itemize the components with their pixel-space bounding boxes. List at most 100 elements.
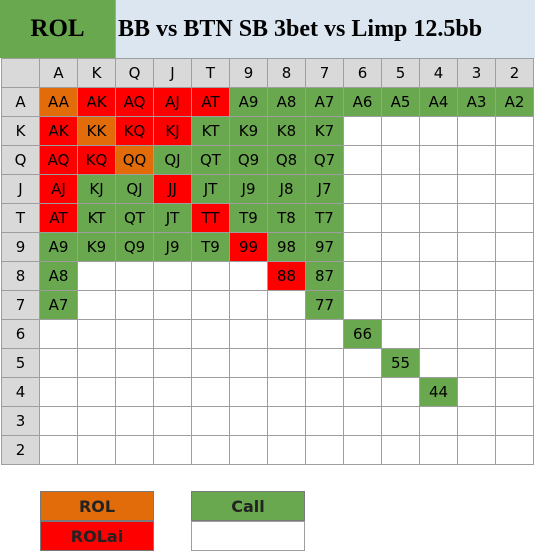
hand-cell-call: Q7 [306, 146, 344, 175]
hand-cell-empty [496, 146, 534, 175]
hand-cell-empty [344, 175, 382, 204]
column-header: 3 [458, 59, 496, 88]
hand-cell-empty [230, 349, 268, 378]
hand-cell-call: A7 [306, 88, 344, 117]
hand-cell-call: QT [116, 204, 154, 233]
hand-cell-call: J8 [268, 175, 306, 204]
hand-cell-empty [344, 146, 382, 175]
hand-cell-empty [496, 262, 534, 291]
hand-cell-call: QT [192, 146, 230, 175]
hand-cell-empty [496, 378, 534, 407]
hand-cell-call: 98 [268, 233, 306, 262]
hand-cell-empty [458, 175, 496, 204]
hand-cell-call: A2 [496, 88, 534, 117]
row-header: 2 [2, 436, 40, 465]
hand-cell-empty [268, 378, 306, 407]
hand-cell-rolai: JJ [154, 175, 192, 204]
hand-cell-empty [344, 233, 382, 262]
row-header: 7 [2, 291, 40, 320]
hand-cell-call: J7 [306, 175, 344, 204]
hand-cell-call: T8 [268, 204, 306, 233]
column-header: 9 [230, 59, 268, 88]
hand-cell-rol: QQ [116, 146, 154, 175]
hand-cell-call: QJ [116, 175, 154, 204]
hand-cell-rolai: AK [40, 117, 78, 146]
hand-cell-call: 66 [344, 320, 382, 349]
hand-cell-empty [268, 320, 306, 349]
hand-cell-empty [344, 204, 382, 233]
hand-cell-call: KT [192, 117, 230, 146]
hand-cell-empty [496, 320, 534, 349]
hand-cell-empty [268, 291, 306, 320]
chart-title: BB vs BTN SB 3bet vs Limp 12.5bb [116, 0, 535, 58]
hand-cell-empty [154, 262, 192, 291]
hand-cell-empty [116, 407, 154, 436]
hand-cell-call: 55 [382, 349, 420, 378]
hand-cell-call: 77 [306, 291, 344, 320]
hand-cell-rolai: AK [78, 88, 116, 117]
hand-cell-call: T9 [192, 233, 230, 262]
hand-cell-empty [420, 320, 458, 349]
hand-cell-empty [192, 378, 230, 407]
hand-cell-empty [458, 117, 496, 146]
hand-cell-call: K9 [230, 117, 268, 146]
hand-cell-empty [496, 204, 534, 233]
row-header: J [2, 175, 40, 204]
row-header: 9 [2, 233, 40, 262]
hand-cell-call: A8 [268, 88, 306, 117]
hand-cell-call: J9 [154, 233, 192, 262]
hand-cell-empty [306, 320, 344, 349]
hand-cell-empty [40, 436, 78, 465]
column-header: A [40, 59, 78, 88]
hand-cell-empty [78, 407, 116, 436]
hand-cell-call: A9 [40, 233, 78, 262]
hand-cell-call: JT [192, 175, 230, 204]
hand-cell-empty [192, 262, 230, 291]
grid-corner [2, 59, 40, 88]
hand-cell-call: 44 [420, 378, 458, 407]
header: ROL BB vs BTN SB 3bet vs Limp 12.5bb [0, 0, 535, 58]
hand-cell-empty [116, 320, 154, 349]
hand-cell-empty [382, 407, 420, 436]
hand-cell-rolai: 88 [268, 262, 306, 291]
hand-cell-empty [382, 262, 420, 291]
hand-cell-empty [230, 291, 268, 320]
hand-cell-empty [344, 378, 382, 407]
row-header: 8 [2, 262, 40, 291]
hand-cell-empty [116, 262, 154, 291]
hand-cell-rolai: 99 [230, 233, 268, 262]
hand-cell-rolai: KQ [116, 117, 154, 146]
hand-cell-empty [306, 349, 344, 378]
hand-cell-empty [230, 320, 268, 349]
hand-cell-rolai: AT [40, 204, 78, 233]
hand-cell-call: T9 [230, 204, 268, 233]
hand-cell-call: K9 [78, 233, 116, 262]
hand-cell-empty [344, 407, 382, 436]
hand-cell-empty [192, 349, 230, 378]
hand-cell-call: K7 [306, 117, 344, 146]
hand-cell-empty [230, 407, 268, 436]
hand-cell-empty [306, 407, 344, 436]
row-header: A [2, 88, 40, 117]
hand-cell-rolai: KJ [154, 117, 192, 146]
hand-cell-empty [458, 407, 496, 436]
hand-cell-empty [382, 436, 420, 465]
hand-cell-empty [116, 349, 154, 378]
hand-cell-empty [420, 146, 458, 175]
hand-cell-rolai: AQ [40, 146, 78, 175]
hand-cell-call: A7 [40, 291, 78, 320]
hand-cell-rolai: AJ [154, 88, 192, 117]
row-header: 5 [2, 349, 40, 378]
hand-cell-call: A6 [344, 88, 382, 117]
legend-call: Call [191, 491, 305, 521]
hand-cell-call: A8 [40, 262, 78, 291]
hand-cell-empty [230, 262, 268, 291]
hand-cell-call: QJ [154, 146, 192, 175]
hand-cell-empty [496, 349, 534, 378]
legend-empty-cell [191, 521, 305, 551]
column-header: 4 [420, 59, 458, 88]
hand-cell-empty [420, 262, 458, 291]
hand-cell-empty [382, 204, 420, 233]
hand-range-grid: A K Q J T 9 8 7 6 5 4 3 2 A AA AK AQ AJ AT A9 A8 A7 A6 A5 A4 A3 A2… [1, 58, 534, 465]
hand-cell-empty [78, 378, 116, 407]
